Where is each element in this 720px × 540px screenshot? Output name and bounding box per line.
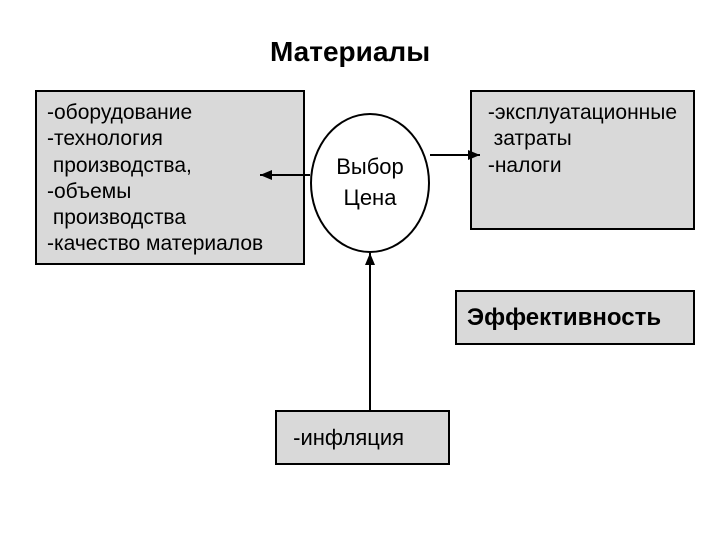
ellipse-line1: Выбор	[336, 152, 404, 183]
box-right: -эксплуатационные затраты -налоги	[470, 90, 695, 230]
center-ellipse: Выбор Цена	[310, 113, 430, 253]
box-bottom: -инфляция	[275, 410, 450, 465]
diagram-title: Материалы	[270, 36, 430, 68]
box-effectiveness: Эффективность	[455, 290, 695, 345]
ellipse-line2: Цена	[344, 183, 397, 214]
box-left: -оборудование -технология производства, …	[35, 90, 305, 265]
